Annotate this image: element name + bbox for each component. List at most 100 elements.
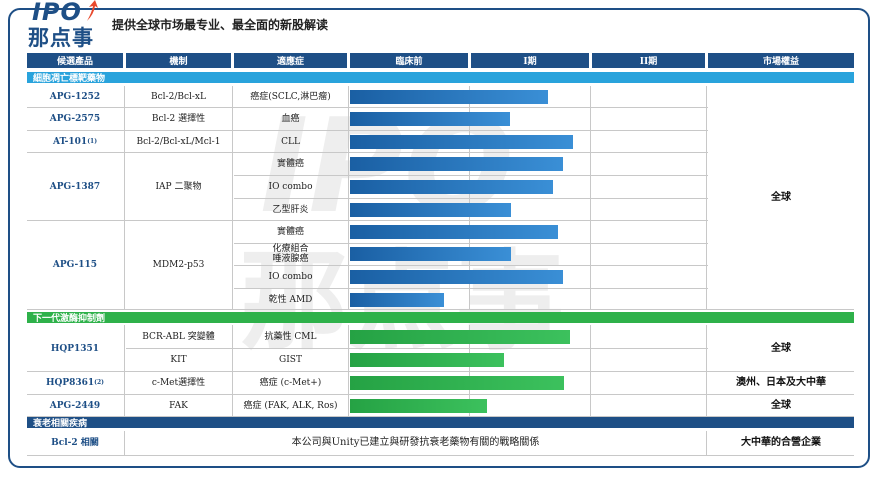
column-divider <box>348 86 349 309</box>
market-global-targeted: 全球 <box>771 192 791 203</box>
indication-r1: 癌症(SCLC,淋巴瘤) <box>250 91 331 102</box>
row-divider <box>27 107 234 108</box>
col-header-preclinical: 臨床前 <box>350 53 468 68</box>
row-divider <box>126 348 708 349</box>
progress-bar-r3 <box>350 135 573 149</box>
column-divider <box>124 431 125 455</box>
section-aging: 衰老相關疾病 <box>27 417 854 429</box>
row-divider <box>234 288 708 289</box>
row-divider <box>27 152 234 153</box>
row-divider <box>234 265 708 266</box>
row-divider <box>27 309 854 310</box>
column-divider <box>124 325 125 416</box>
candidate-apg115: APG-115 <box>52 260 98 270</box>
row-divider <box>234 198 708 199</box>
candidate-at101: AT-101 (1) <box>27 131 123 152</box>
row-divider <box>27 416 854 417</box>
progress-bar-r13 <box>350 376 565 390</box>
row-divider <box>234 152 708 153</box>
col-header-market: 市場權益 <box>708 53 854 68</box>
mechanism-apg1252: Bcl-2/Bcl-xL <box>151 91 206 102</box>
row-divider <box>27 130 234 131</box>
content-frame <box>8 8 870 468</box>
row-divider <box>234 243 708 244</box>
progress-bar-r1 <box>350 90 549 104</box>
column-divider <box>469 325 470 416</box>
row-divider <box>27 220 234 221</box>
indication-r13: 癌症 (c-Met+) <box>259 377 322 388</box>
mechanism-at101: Bcl-2/Bcl-xL/Mcl-1 <box>136 136 221 147</box>
indication-r11: 抗藥性 CML <box>264 332 317 342</box>
market-hqp8361: 澳州、日本及大中華 <box>736 376 826 388</box>
mechanism-apg1387: IAP 二聚物 <box>155 181 202 192</box>
progress-bar-r10 <box>350 293 445 307</box>
indication-r2: 血癌 <box>281 113 300 124</box>
progress-bar-r11 <box>350 330 571 344</box>
progress-bar-r2 <box>350 112 510 126</box>
col-header-mechanism: 機制 <box>126 53 231 68</box>
column-divider <box>590 86 591 309</box>
column-divider <box>124 86 125 309</box>
progress-bar-r14 <box>350 399 487 413</box>
column-divider <box>232 325 233 416</box>
slogan: 提供全球市场最专业、最全面的新股解读 <box>112 18 329 32</box>
progress-bar-r9 <box>350 270 563 284</box>
indication-r12: GIST <box>279 355 302 365</box>
mechanism-apg115: MDM2-p53 <box>152 260 205 270</box>
column-divider <box>469 86 470 309</box>
progress-bar-r6 <box>350 203 511 217</box>
row-divider <box>234 175 708 176</box>
mechanism-kit: KIT <box>170 355 187 365</box>
candidate-bcl2: Bcl-2 相關 <box>51 438 99 448</box>
logo-cn: 那点事 <box>28 26 94 50</box>
column-divider <box>348 325 349 416</box>
column-divider <box>706 325 707 416</box>
candidate-apg1387: APG-1387 <box>49 181 101 192</box>
market-global-apg2449: 全球 <box>771 399 791 411</box>
column-divider <box>706 86 707 309</box>
indication-r7: 實體癌 <box>276 226 304 237</box>
candidate-apg1252: APG-1252 <box>49 91 101 102</box>
row-divider <box>27 394 854 395</box>
candidate-hqp8361: HQP8361 (2) <box>27 372 123 393</box>
indication-r14: 癌症 (FAK, ALK, Ros) <box>243 400 338 411</box>
row-divider <box>234 220 708 221</box>
indication-r5: IO combo <box>268 181 313 192</box>
indication-r8: 化療組合 唾液腺癌 <box>234 243 347 265</box>
indication-r8-line1: 化療組合 <box>272 244 309 254</box>
col-header-phase2: II期 <box>592 53 705 68</box>
candidate-hqp8361-label: HQP8361 <box>45 377 95 388</box>
logo-ipo: IPO <box>32 0 82 26</box>
candidate-hqp8361-footnote: (2) <box>94 378 105 386</box>
col-header-candidate: 候選產品 <box>27 53 123 68</box>
indication-r10: 乾性 AMD <box>268 294 313 305</box>
row-divider <box>27 371 854 372</box>
row-divider <box>234 107 708 108</box>
mechanism-apg2575: Bcl-2 選擇性 <box>151 113 206 124</box>
column-divider <box>706 431 707 455</box>
row-divider <box>27 455 854 456</box>
indication-r9: IO combo <box>268 271 313 282</box>
indication-r3: CLL <box>281 136 300 147</box>
row-divider <box>234 130 708 131</box>
mechanism-hqp1351: BCR-ABL 突變體 <box>142 332 215 342</box>
candidate-at101-footnote: (1) <box>87 137 98 145</box>
mechanism-hqp8361: c-Met選擇性 <box>151 377 206 388</box>
candidate-hqp1351: HQP1351 <box>50 343 100 354</box>
mechanism-apg2449: FAK <box>169 400 188 411</box>
candidate-at101-label: AT-101 <box>52 136 88 147</box>
progress-bar-r7 <box>350 225 559 239</box>
progress-bar-r5 <box>350 180 554 194</box>
candidate-apg2449: APG-2449 <box>49 400 101 411</box>
column-divider <box>232 86 233 309</box>
col-header-phase1: I期 <box>471 53 589 68</box>
candidate-apg2575: APG-2575 <box>49 113 101 124</box>
indication-r4: 實體癌 <box>276 158 304 169</box>
header: IPO 那点事 提供全球市场最专业、最全面的新股解读 <box>0 0 878 50</box>
section-targeted: 細胞凋亡標靶藥物 <box>27 72 854 84</box>
aging-note: 本公司與Unity已建立與研發抗衰老藥物有關的戰略關係 <box>291 437 540 448</box>
logo-arrow-icon <box>87 0 98 21</box>
logo: IPO 那点事 <box>28 0 100 50</box>
section-tki: 下一代激酶抑制劑 <box>27 312 854 324</box>
indication-r8-line2: 唾液腺癌 <box>272 254 309 264</box>
